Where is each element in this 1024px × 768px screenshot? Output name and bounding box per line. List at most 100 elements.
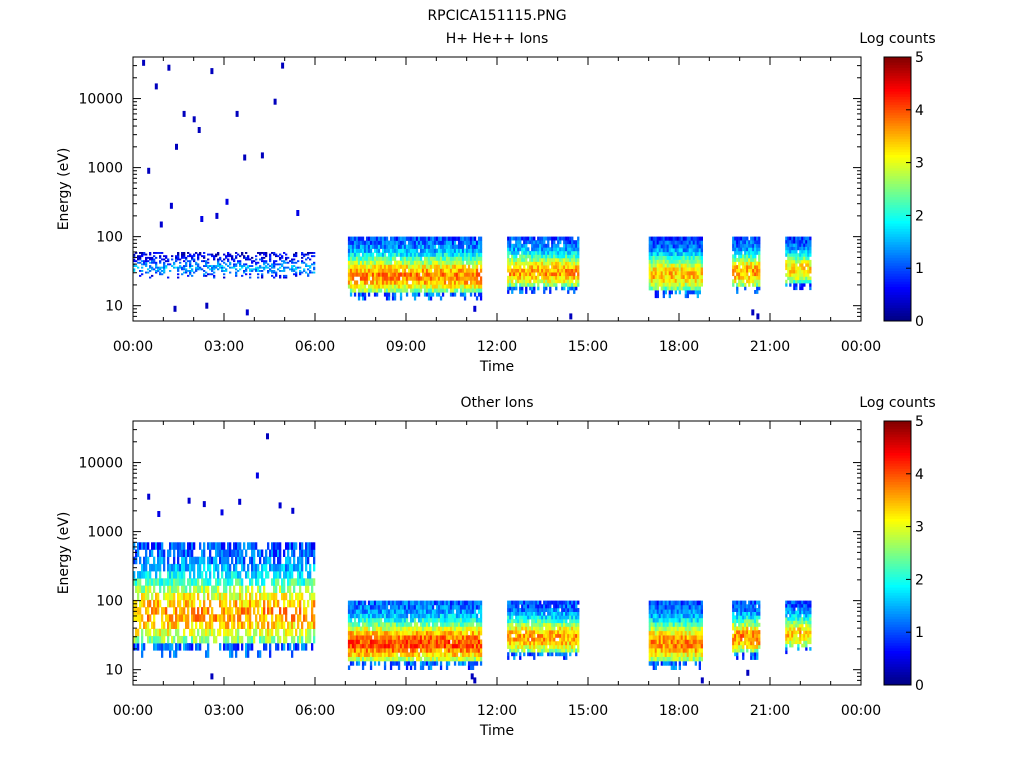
spectrogram-cell	[411, 648, 415, 653]
spectrogram-cell	[307, 571, 310, 579]
spectrogram-cell	[351, 264, 355, 269]
spectrogram-cell	[389, 260, 393, 265]
spectrogram-cell	[373, 272, 377, 277]
spectrogram-cell	[664, 271, 667, 276]
spectrogram-cell	[359, 626, 363, 632]
spectrogram-cell	[662, 255, 665, 260]
spectrogram-cell	[391, 268, 395, 273]
spectrogram-cell	[539, 268, 542, 273]
spectrogram-cell	[385, 609, 389, 614]
spectrogram-cell	[165, 256, 168, 259]
spectrogram-cell	[795, 266, 798, 271]
spectrogram-cell	[441, 639, 445, 645]
spectrogram-cell	[461, 648, 465, 653]
spectrogram-cell	[367, 288, 371, 293]
spectrogram-cell	[191, 255, 194, 258]
spectrogram-cell	[411, 260, 415, 265]
spectrogram-cell	[215, 549, 218, 557]
spectrogram-cell	[509, 250, 512, 255]
spectrogram-cell	[555, 268, 558, 273]
spectrogram-cell	[736, 286, 739, 291]
spectrogram-cell	[515, 243, 518, 248]
spectrogram-cell	[457, 630, 461, 636]
spectrogram-cell	[399, 264, 403, 269]
spectrogram-cell	[167, 556, 170, 565]
spectrogram-cell	[391, 639, 395, 645]
spectrogram-cell	[259, 258, 262, 261]
spectrogram-cell	[479, 264, 483, 269]
spectrogram-cell	[565, 268, 568, 273]
spectrogram-cell	[666, 236, 669, 241]
spectrogram-cell	[469, 236, 473, 241]
spectrogram-cell	[429, 264, 433, 269]
spectrogram-cell	[797, 269, 800, 274]
spectrogram-cell	[688, 263, 691, 268]
spectrogram-cell	[209, 614, 212, 622]
spectrogram-cell	[217, 263, 220, 266]
spectrogram-cell	[377, 617, 381, 623]
spectrogram-cell	[473, 272, 477, 277]
spectrogram-cell	[263, 266, 266, 269]
spectrogram-cell	[449, 268, 453, 273]
spectrogram-cell	[363, 280, 367, 285]
spectrogram-cell	[183, 607, 186, 615]
spectrogram-cell	[191, 635, 194, 644]
spectrogram-cell	[666, 255, 669, 260]
spectrogram-cell	[139, 252, 142, 254]
spectrogram-cell	[531, 275, 534, 280]
spectrogram-cell	[271, 271, 274, 274]
spectrogram-cell	[543, 268, 546, 273]
spectrogram-cell	[191, 556, 194, 565]
spectrogram-cell	[688, 244, 691, 249]
spectrogram-cell	[355, 236, 359, 241]
spectrogram-cell	[423, 609, 427, 614]
spectrogram-cell	[443, 630, 447, 636]
spectrogram-cell	[359, 630, 363, 636]
spectrogram-cell	[684, 271, 687, 276]
spectrogram-cell	[469, 252, 473, 257]
spectrogram-cell	[259, 635, 262, 644]
spectrogram-cell	[539, 247, 542, 252]
spectrogram-cell	[421, 648, 425, 653]
spectrogram-cell	[273, 271, 276, 274]
spectrogram-cell	[688, 274, 691, 279]
spectrogram-cell	[379, 256, 383, 261]
spectrogram-cell	[225, 263, 228, 266]
spectrogram-cell	[415, 284, 419, 289]
spectrogram-cell	[457, 268, 461, 273]
spectrogram-cell	[449, 656, 453, 662]
spectrogram-cell	[551, 236, 554, 241]
x-tick-label: 03:00	[204, 339, 244, 355]
spectrogram-cell	[435, 622, 439, 627]
spectrogram-cell	[385, 264, 389, 269]
spectrogram-cell	[688, 251, 691, 256]
spectrogram-cell	[666, 267, 669, 272]
spectrogram-cell	[529, 250, 532, 255]
spectrogram-cell	[391, 272, 395, 277]
colorbar-segment	[884, 149, 911, 153]
spectrogram-cell	[183, 571, 186, 579]
spectrogram-cell	[383, 264, 387, 269]
spectrogram-cell	[738, 268, 741, 273]
spectrogram-cell	[447, 613, 451, 619]
spectrogram-cell	[155, 271, 158, 274]
colorbar-segment	[884, 223, 911, 227]
spectrogram-cell	[439, 635, 443, 640]
spectrogram-cell	[399, 609, 403, 614]
spectrogram-cell	[383, 643, 387, 649]
spectrogram-cell	[397, 236, 401, 241]
spectrogram-cell	[255, 263, 258, 266]
spectrogram-cell	[263, 261, 266, 264]
spectrogram-cell	[191, 542, 194, 550]
spectrogram-cell	[559, 272, 562, 277]
spectrogram-cell	[197, 592, 200, 601]
spectrogram-cell	[353, 256, 357, 261]
spectrogram-cell	[199, 571, 202, 579]
colorbar-segment	[884, 275, 911, 280]
spectrogram-cell	[247, 614, 250, 622]
spectrogram-cell	[742, 275, 745, 280]
spectrogram-cell	[153, 628, 156, 637]
spectrogram-cell	[359, 600, 363, 606]
spectrogram-cell	[397, 248, 401, 253]
colorbar-segment	[884, 157, 911, 161]
